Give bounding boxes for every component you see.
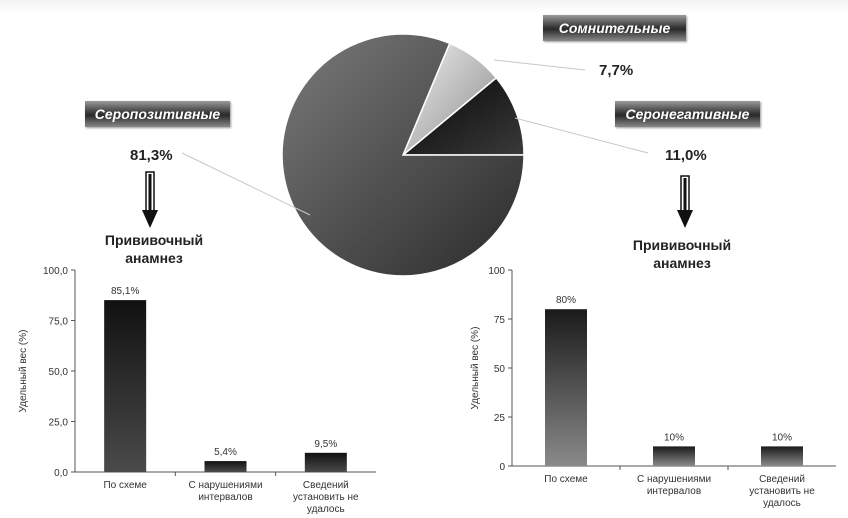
left-chart-category-label: С нарушениями <box>188 480 262 491</box>
left-chart-bar <box>104 300 147 472</box>
right-chart-y-axis-label: Удельный вес (%) <box>470 327 481 410</box>
anamnesis-heading-left: Прививочный анамнез <box>104 232 204 266</box>
right-chart-y-tick-label: 25 <box>494 413 506 424</box>
right-chart-category-label: По схеме <box>544 474 588 485</box>
right-chart-y-tick-label: 100 <box>488 266 505 277</box>
anamnesis-heading-right: Прививочный анамнез <box>632 237 732 271</box>
pie-slice-seronegative <box>400 76 525 156</box>
right-chart-category-label: интервалов <box>647 486 701 497</box>
leader-line-seropositive <box>181 152 311 216</box>
right-chart-y-tick-label: 0 <box>499 462 505 473</box>
left-chart-y-axis-label: Удельный вес (%) <box>18 330 29 413</box>
label-seropositive: Серопозитивные <box>85 101 230 127</box>
left-chart-category-label: интервалов <box>198 492 252 503</box>
right-chart-y-tick-label: 75 <box>494 315 506 326</box>
left-chart-data-label: 5,4% <box>214 447 237 458</box>
left-chart-y-tick-label: 100,0 <box>43 266 68 277</box>
right-chart-category-label: установить не <box>749 486 815 497</box>
label-seronegative: Серонегативные <box>615 101 760 127</box>
left-chart-category-label: По схеме <box>103 480 147 491</box>
leader-line-doubtful <box>493 59 586 71</box>
percent-seropositive: 81,3% <box>130 147 173 164</box>
right-chart-category-label: Сведений <box>759 474 805 485</box>
left-chart-y-tick-label: 75,0 <box>49 317 69 328</box>
label-doubtful: Сомнительные <box>543 15 686 41</box>
left-chart-category-label: удалось <box>307 504 345 515</box>
leader-line-seronegative <box>514 117 649 154</box>
left-chart-category-label: Сведений <box>303 480 349 491</box>
left-chart-y-tick-label: 50,0 <box>49 367 69 378</box>
left-chart-bar <box>304 452 347 472</box>
right-chart-bar <box>545 309 587 466</box>
arrow-right <box>677 175 693 228</box>
right-chart-data-label: 10% <box>664 432 684 443</box>
percent-seronegative: 11,0% <box>665 147 707 164</box>
right-chart-data-label: 10% <box>772 432 792 443</box>
left-chart-y-tick-label: 0,0 <box>54 468 68 479</box>
right-chart-data-label: 80% <box>556 295 576 306</box>
left-chart-data-label: 85,1% <box>111 286 139 297</box>
right-chart-category-label: С нарушениями <box>637 474 711 485</box>
right-chart-category-label: удалось <box>763 498 801 509</box>
right-chart-bar <box>761 446 803 466</box>
background-band <box>0 0 848 14</box>
left-chart-bar <box>204 461 247 472</box>
arrow-left <box>142 171 158 228</box>
right-chart-bar <box>653 446 695 466</box>
right-chart-y-tick-label: 50 <box>494 364 506 375</box>
pie-slice-seropositive <box>281 33 525 277</box>
left-chart-category-label: установить не <box>293 492 359 503</box>
left-chart-data-label: 9,5% <box>314 439 337 450</box>
percent-doubtful: 7,7% <box>599 62 634 79</box>
left-chart-y-tick-label: 25,0 <box>49 418 69 429</box>
